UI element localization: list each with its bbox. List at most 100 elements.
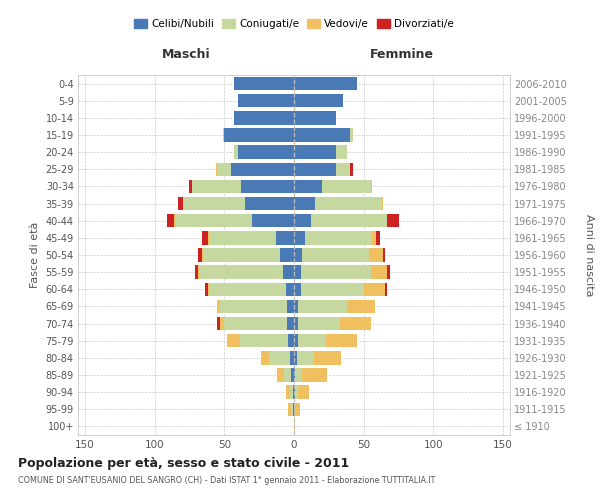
Bar <box>371 266 388 279</box>
Bar <box>209 231 276 244</box>
Bar <box>290 386 293 399</box>
Bar <box>217 162 231 176</box>
Bar <box>216 162 217 176</box>
Bar <box>314 351 341 364</box>
Bar <box>385 282 388 296</box>
Bar <box>238 146 294 159</box>
Y-axis label: Fasce di età: Fasce di età <box>30 222 40 288</box>
Bar <box>294 334 298 347</box>
Bar <box>388 266 390 279</box>
Bar <box>298 334 326 347</box>
Bar <box>174 214 176 228</box>
Bar <box>289 334 294 347</box>
Bar <box>364 282 385 296</box>
Bar <box>326 334 357 347</box>
Bar <box>302 248 369 262</box>
Bar <box>376 231 380 244</box>
Bar <box>294 368 295 382</box>
Bar <box>302 368 328 382</box>
Bar <box>198 248 202 262</box>
Bar <box>220 317 224 330</box>
Bar <box>294 248 302 262</box>
Bar <box>239 334 289 347</box>
Bar <box>198 266 199 279</box>
Bar <box>297 351 314 364</box>
Text: Femmine: Femmine <box>370 48 434 62</box>
Bar <box>293 402 294 416</box>
Bar <box>336 162 350 176</box>
Bar <box>294 77 357 90</box>
Bar <box>298 386 310 399</box>
Bar <box>347 300 375 313</box>
Bar <box>294 197 315 210</box>
Bar <box>269 351 290 364</box>
Bar <box>294 180 322 193</box>
Bar <box>290 351 294 364</box>
Bar <box>336 146 347 159</box>
Bar <box>287 317 294 330</box>
Bar <box>224 317 287 330</box>
Bar <box>294 420 295 433</box>
Bar <box>289 402 291 416</box>
Bar <box>286 282 294 296</box>
Bar <box>227 334 239 347</box>
Bar <box>195 266 198 279</box>
Bar <box>305 231 372 244</box>
Bar <box>276 231 294 244</box>
Bar <box>217 300 220 313</box>
Bar <box>217 317 220 330</box>
Bar <box>291 368 294 382</box>
Bar <box>260 351 269 364</box>
Bar <box>350 128 353 141</box>
Bar <box>295 386 298 399</box>
Bar <box>350 162 353 176</box>
Bar <box>208 282 209 296</box>
Bar <box>294 351 297 364</box>
Bar <box>294 128 350 141</box>
Bar <box>294 300 298 313</box>
Bar <box>294 386 295 399</box>
Bar <box>371 180 372 193</box>
Bar <box>294 94 343 108</box>
Bar <box>202 231 208 244</box>
Bar <box>241 180 294 193</box>
Bar <box>294 402 295 416</box>
Bar <box>295 402 299 416</box>
Bar <box>252 214 294 228</box>
Bar <box>208 231 209 244</box>
Text: Maschi: Maschi <box>161 48 211 62</box>
Bar <box>167 214 174 228</box>
Bar <box>277 368 284 382</box>
Bar <box>293 386 294 399</box>
Bar <box>234 146 238 159</box>
Bar <box>294 162 336 176</box>
Bar <box>209 282 286 296</box>
Bar <box>192 180 241 193</box>
Bar <box>388 214 398 228</box>
Bar <box>231 162 294 176</box>
Bar <box>205 282 208 296</box>
Bar <box>294 111 336 124</box>
Bar <box>203 248 280 262</box>
Bar <box>280 248 294 262</box>
Bar <box>298 317 340 330</box>
Bar <box>284 368 291 382</box>
Bar <box>369 248 383 262</box>
Bar <box>245 197 294 210</box>
Text: COMUNE DI SANT'EUSANIO DEL SANGRO (CH) - Dati ISTAT 1° gennaio 2011 - Elaborazio: COMUNE DI SANT'EUSANIO DEL SANGRO (CH) -… <box>18 476 436 485</box>
Bar <box>372 231 376 244</box>
Bar <box>182 197 245 210</box>
Bar <box>224 128 294 141</box>
Bar <box>287 300 294 313</box>
Bar <box>234 111 294 124</box>
Bar <box>311 214 388 228</box>
Bar <box>294 214 311 228</box>
Bar <box>199 266 283 279</box>
Bar <box>291 402 293 416</box>
Bar <box>286 386 290 399</box>
Bar <box>178 197 182 210</box>
Bar <box>190 180 192 193</box>
Bar <box>301 266 371 279</box>
Bar <box>283 266 294 279</box>
Bar <box>294 317 298 330</box>
